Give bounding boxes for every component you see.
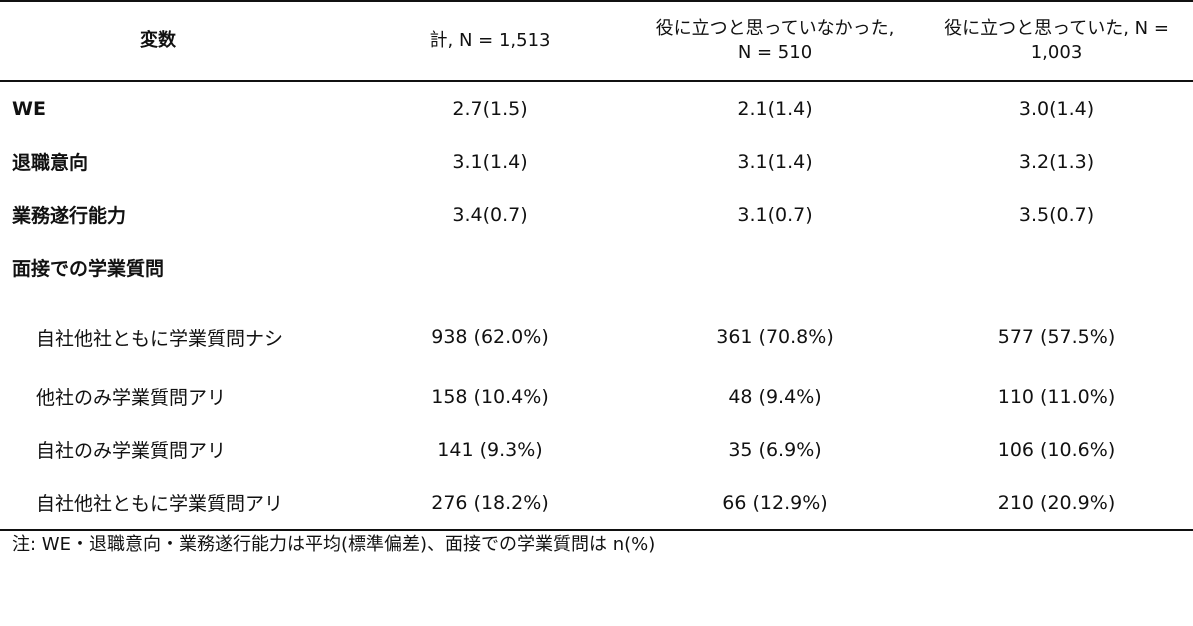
summary-table: 変数 計, N = 1,513 役に立つと思っていなかった, N = 510 役… xyxy=(0,0,1193,531)
table-cell: 210 (20.9%) xyxy=(920,476,1193,531)
header-useful: 役に立つと思っていた, N = 1,003 xyxy=(920,0,1193,82)
table-cell: 3.1(1.4) xyxy=(737,150,813,173)
table-cell: 110 (11.0%) xyxy=(997,385,1116,408)
table-row: 退職意向 3.1(1.4) 3.1(1.4) 3.2(1.3) xyxy=(0,135,1193,188)
header-not-useful-line2: N = 510 xyxy=(737,42,813,63)
row-label-we: WE xyxy=(12,97,46,120)
header-row: 変数 計, N = 1,513 役に立つと思っていなかった, N = 510 役… xyxy=(0,0,1193,82)
header-not-useful: 役に立つと思っていなかった, N = 510 xyxy=(630,0,920,82)
table-cell: 48 (9.4%) xyxy=(728,385,822,408)
table-cell: 158 (10.4%) xyxy=(431,385,549,408)
table-cell: 3.5(0.7) xyxy=(1018,203,1095,226)
table-cell: 35 (6.9%) xyxy=(728,438,822,461)
table-cell: 106 (10.6%) xyxy=(997,438,1116,461)
header-variable: 変数 xyxy=(0,0,350,82)
table-cell: 3.4(0.7) xyxy=(452,203,528,226)
subrow-label: 自社のみ学業質問アリ xyxy=(36,440,227,462)
subrow-label: 自社他社ともに学業質問アリ xyxy=(0,476,350,531)
table-cell: 3.0(1.4) xyxy=(1018,97,1095,120)
table-row: 自社のみ学業質問アリ 141 (9.3%) 35 (6.9%) 106 (10.… xyxy=(0,423,1193,476)
table-cell: 141 (9.3%) xyxy=(437,438,543,461)
table-cell: 938 (62.0%) xyxy=(431,326,549,348)
row-label-turnover-intention: 退職意向 xyxy=(12,152,89,174)
table-row: WE 2.7(1.5) 2.1(1.4) 3.0(1.4) xyxy=(0,81,1193,135)
table-cell: 3.2(1.3) xyxy=(1018,150,1095,173)
table-row: 自社他社ともに学業質問アリ 276 (18.2%) 66 (12.9%) 210… xyxy=(0,476,1193,531)
subrow-label: 他社のみ学業質問アリ xyxy=(36,387,227,409)
row-label-job-performance: 業務遂行能力 xyxy=(12,205,127,227)
header-not-useful-line1: 役に立つと思っていなかった, xyxy=(655,18,895,39)
header-useful-line1: 役に立つと思っていた, N = xyxy=(944,18,1169,39)
header-total: 計, N = 1,513 xyxy=(350,0,630,82)
empty-cell xyxy=(630,241,920,294)
table-cell: 66 (12.9%) xyxy=(630,476,920,531)
category-row: 面接での学業質問 xyxy=(0,241,1193,294)
summary-table-container: 変数 計, N = 1,513 役に立つと思っていなかった, N = 510 役… xyxy=(0,0,1193,531)
empty-cell xyxy=(920,241,1193,294)
empty-cell xyxy=(350,241,630,294)
header-useful-line2: 1,003 xyxy=(1030,42,1083,63)
table-row: 他社のみ学業質問アリ 158 (10.4%) 48 (9.4%) 110 (11… xyxy=(0,370,1193,423)
table-row: 自社他社ともに学業質問ナシ 938 (62.0%) 361 (70.8%) 57… xyxy=(0,294,1193,370)
subrow-label: 自社他社ともに学業質問ナシ xyxy=(36,327,284,350)
table-cell: 2.1(1.4) xyxy=(737,97,813,120)
table-footnote: 注: WE・退職意向・業務遂行能力は平均(標準偏差)、面接での学業質問は n(%… xyxy=(12,534,656,555)
table-cell: 276 (18.2%) xyxy=(350,476,630,531)
table-cell: 3.1(0.7) xyxy=(737,203,813,226)
table-row: 業務遂行能力 3.4(0.7) 3.1(0.7) 3.5(0.7) xyxy=(0,188,1193,241)
table-cell: 577 (57.5%) xyxy=(997,326,1116,348)
table-cell: 361 (70.8%) xyxy=(716,326,834,348)
category-label-interview-academic-question: 面接での学業質問 xyxy=(12,258,165,280)
table-cell: 3.1(1.4) xyxy=(452,150,528,173)
table-cell: 2.7(1.5) xyxy=(452,97,528,120)
